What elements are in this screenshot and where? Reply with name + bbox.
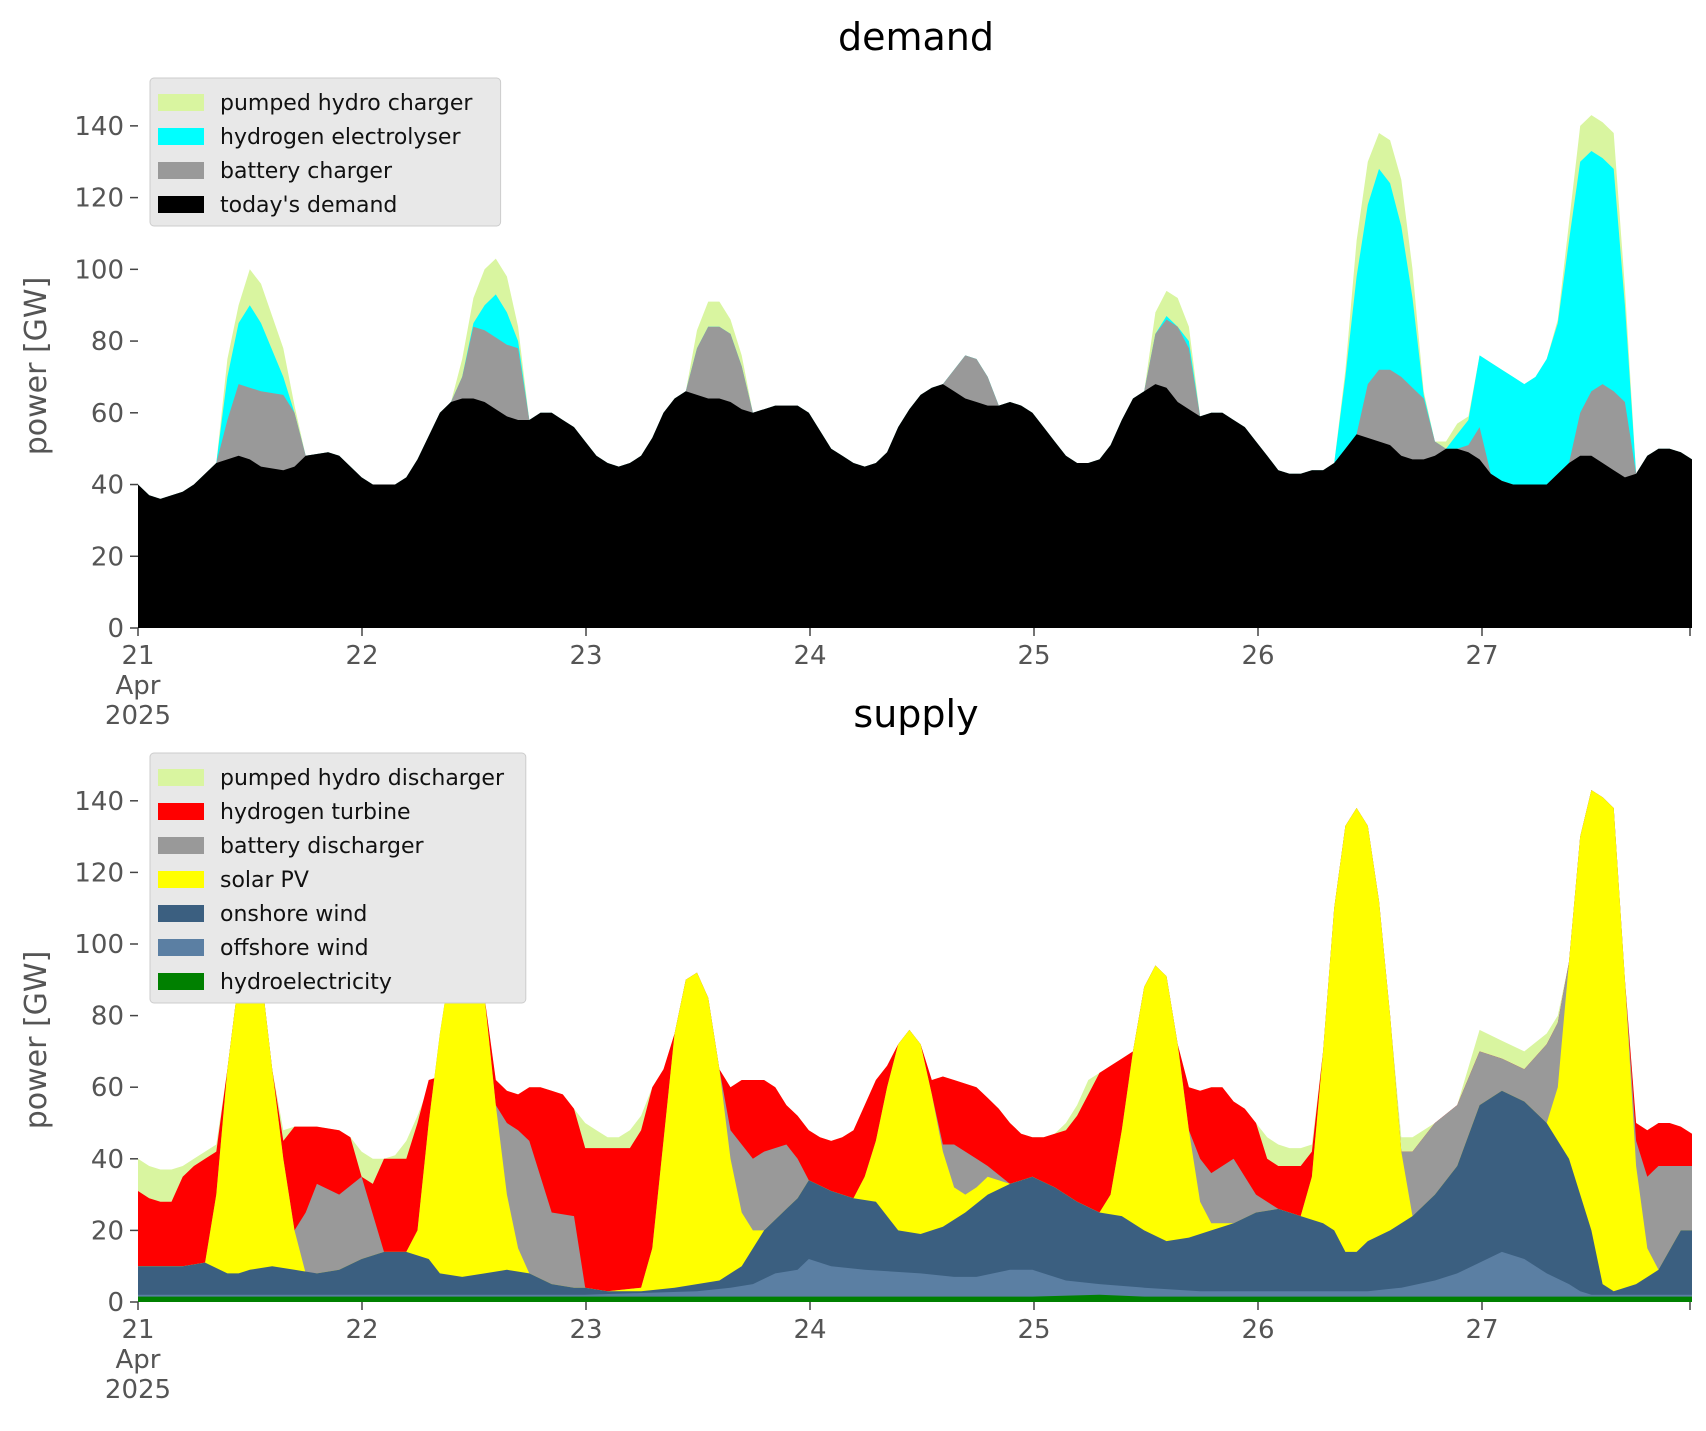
demand-panel: demand power [GW] 0 20 40 60 80 100 120 140 21 22…: [19, 15, 1692, 731]
x-tick-label: 21: [121, 1315, 154, 1345]
demand-title: demand: [838, 15, 994, 59]
y-tick-label: 0: [107, 614, 124, 644]
legend-swatch-battery-discharger: [158, 837, 204, 854]
y-tick-label: 40: [91, 471, 124, 501]
x-tick-label: 26: [1241, 1315, 1274, 1345]
supply-area-layer: [138, 790, 1692, 1302]
x-tick-label: 25: [1017, 1315, 1050, 1345]
y-tick-label: 60: [91, 1073, 124, 1103]
x-tick-label: 22: [345, 1315, 378, 1345]
y-tick-label: 20: [91, 542, 124, 572]
legend-swatch-pumped-hydro-discharger: [158, 769, 204, 786]
y-tick-label: 60: [91, 399, 124, 429]
legend-label-offshore-wind: offshore wind: [220, 936, 369, 961]
area-onshore-wind: [138, 1090, 1692, 1302]
legend-swatch-hydrogen-turbine: [158, 803, 204, 820]
legend-label-pumped-hydro-discharger: pumped hydro discharger: [220, 766, 505, 791]
y-tick-label: 0: [107, 1288, 124, 1318]
area-solar-pv: [138, 790, 1692, 1302]
legend-label-hydroelectricity: hydroelectricity: [220, 970, 392, 995]
y-tick-label: 100: [74, 255, 124, 285]
legend-label-onshore-wind: onshore wind: [220, 902, 367, 927]
area-offshore-wind: [138, 1251, 1692, 1302]
legend-swatch-solar-pv: [158, 871, 204, 888]
supply-y-axis-label: power [GW]: [19, 951, 54, 1130]
area-today-s-demand: [138, 384, 1692, 628]
legend-label-battery-discharger: battery discharger: [220, 834, 425, 859]
legend-frame: [149, 77, 502, 227]
legend-label-battery-charger: battery charger: [220, 159, 393, 184]
legend-swatch-offshore-wind: [158, 939, 204, 956]
supply-legend: pumped hydro discharger hydrogen turbine b…: [149, 752, 527, 1004]
legend-label-hydrogen-turbine: hydrogen turbine: [220, 800, 411, 825]
x-year-label: 2025: [105, 1375, 171, 1405]
x-tick-label: 23: [569, 1315, 602, 1345]
legend-label-hydrogen-electrolyser: hydrogen electrolyser: [220, 125, 461, 150]
y-tick-label: 140: [74, 112, 124, 142]
x-tick-label: 24: [793, 641, 826, 671]
legend-swatch-pumped-hydro-charger: [158, 94, 204, 111]
legend-label-pumped-hydro-charger: pumped hydro charger: [220, 91, 473, 116]
x-tick-label: 25: [1017, 641, 1050, 671]
legend-label-today-s-demand: today's demand: [220, 193, 397, 218]
y-tick-label: 120: [74, 858, 124, 888]
y-tick-label: 140: [74, 787, 124, 817]
x-tick-label: 27: [1465, 1315, 1498, 1345]
x-tick-label: 22: [345, 641, 378, 671]
x-tick-label: 27: [1465, 641, 1498, 671]
y-tick-label: 100: [74, 930, 124, 960]
y-tick-label: 40: [91, 1145, 124, 1175]
x-month-label: Apr: [116, 671, 161, 701]
x-tick-label: 26: [1241, 641, 1274, 671]
x-tick-label: 24: [793, 1315, 826, 1345]
supply-title: supply: [853, 692, 978, 736]
legend-swatch-battery-charger: [158, 162, 204, 179]
legend-swatch-today-s-demand: [158, 196, 204, 213]
x-month-label: Apr: [116, 1345, 161, 1375]
legend-swatch-hydroelectricity: [158, 973, 204, 990]
y-tick-label: 80: [91, 1002, 124, 1032]
legend-frame: [149, 752, 527, 1004]
demand-legend: pumped hydro charger hydrogen electrolyse…: [149, 77, 502, 227]
y-tick-label: 20: [91, 1216, 124, 1246]
demand-area-layer: [138, 115, 1692, 629]
y-tick-label: 80: [91, 327, 124, 357]
legend-label-solar-pv: solar PV: [220, 868, 309, 893]
x-year-label: 2025: [105, 701, 171, 731]
legend-swatch-hydrogen-electrolyser: [158, 128, 204, 145]
demand-y-axis-label: power [GW]: [19, 277, 54, 456]
area-hydroelectricity: [138, 1294, 1692, 1302]
x-tick-label: 21: [121, 641, 154, 671]
supply-panel: supply power [GW] 0 20 40 60 80 100 120 140 21 22…: [19, 692, 1692, 1405]
y-tick-label: 120: [74, 184, 124, 214]
legend-swatch-onshore-wind: [158, 905, 204, 922]
x-tick-label: 23: [569, 641, 602, 671]
